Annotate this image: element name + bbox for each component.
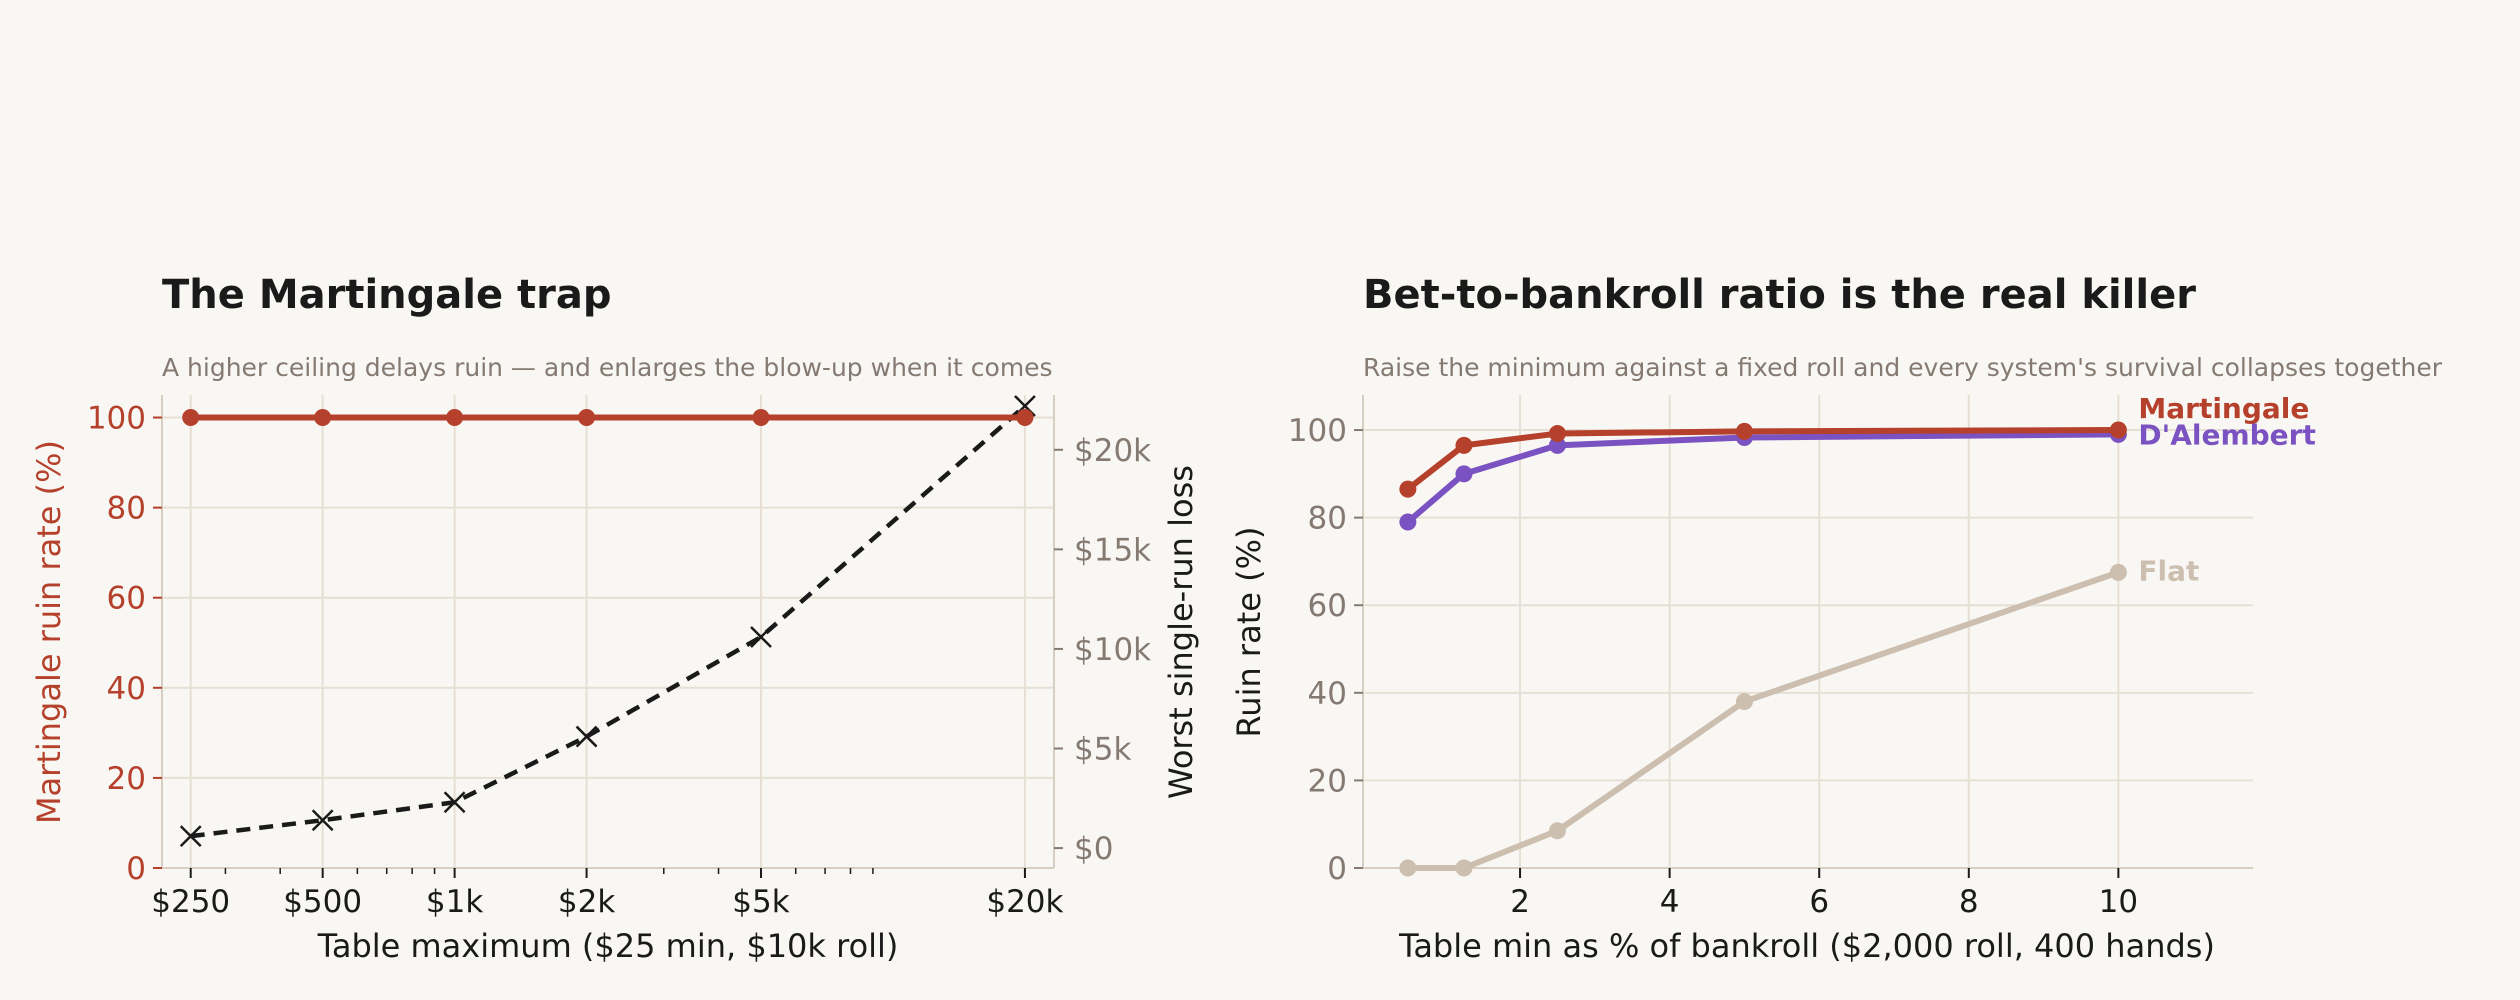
data-point-flat [2109,563,2127,581]
y-tick-label: 100 [87,401,146,437]
data-point-ruin-rate [578,409,596,427]
x-tick-label: 2 [1510,884,1530,920]
y-tick-label: 60 [1308,588,1347,624]
chart-title: The Martingale trap [162,272,612,318]
data-point-martingale [1548,425,1566,443]
x-tick-label: 8 [1959,884,1979,920]
y2-tick-label: $10k [1074,632,1151,668]
series-line-worst-loss [190,404,1027,839]
y2-tick-label: $0 [1074,831,1113,867]
data-point-flat [1548,822,1566,840]
x-axis-label: Table min as % of bankroll ($2,000 roll,… [1398,927,2215,965]
data-point-ruin-rate [446,409,464,427]
x-marker-stroke [750,626,772,648]
data-point-martingale [1455,436,1473,454]
x-marker-stroke [443,791,466,814]
chart-bet-to-bankroll: Bet-to-bankroll ratio is the real killer… [1230,272,2443,965]
chart-subtitle: A higher ceiling delays ruin — and enlar… [162,353,1053,382]
chart-subtitle: Raise the minimum against a fixed roll a… [1363,353,2443,382]
data-point-ruin-rate [752,409,770,427]
y2-tick-label: $5k [1074,732,1131,768]
data-point-ruin-rate [182,409,200,427]
x-tick-label: 10 [2099,884,2138,920]
x-marker-stroke [575,725,598,748]
x-axis-label: Table maximum ($25 min, $10k roll) [317,927,899,965]
x-tick-label: $500 [283,884,362,920]
chart-martingale-trap: The Martingale trap A higher ceiling del… [30,272,1200,965]
data-point-worst-loss [311,809,334,832]
y-tick-label: 40 [107,671,146,707]
series-label-dalembert: D'Alembert [2138,418,2315,451]
y-tick-label: 80 [1308,501,1347,537]
x-tick-label: 6 [1809,884,1829,920]
x-tick-label: 4 [1660,884,1680,920]
y-tick-label: 80 [107,491,146,527]
y-axis-label: Martingale ruin rate (%) [30,440,68,824]
y2-axis-label: Worst single-run loss [1162,465,1200,799]
data-point-worst-loss [575,725,598,748]
x-tick-label: $5k [732,884,789,920]
x-tick-label: $250 [151,884,230,920]
data-point-ruin-rate [1016,409,1034,427]
series-label-martingale: Martingale [2138,392,2309,425]
y2-tick-label: $15k [1074,532,1151,568]
x-tick-label: $20k [986,884,1063,920]
y-tick-label: 20 [1308,763,1347,799]
data-point-dalembert [1455,465,1473,483]
data-point-flat [1399,859,1417,877]
y-tick-label: 100 [1288,413,1347,449]
series-label-flat: Flat [2138,554,2199,587]
axes: 0 20 40 60 80 100 $0 $5k $10k $15k $20k $250 $500 $1k… [87,395,1151,920]
data-point-martingale [1735,422,1753,440]
series-layer [179,395,1036,848]
x-marker-stroke [311,809,334,832]
data-point-dalembert [1399,513,1417,531]
y-tick-label: 0 [126,851,146,887]
x-tick-label: $2k [558,884,615,920]
y-tick-label: 60 [107,581,146,617]
data-point-flat [1735,693,1753,711]
data-point-worst-loss [179,825,202,848]
y-axis-label: Ruin rate (%) [1230,527,1268,738]
axes: 0 20 40 60 80 100 2 4 6 8 10 [1288,395,2253,920]
data-point-ruin-rate [314,409,332,427]
x-marker-stroke [179,825,202,848]
data-point-dalembert [1548,436,1566,454]
y-tick-label: 40 [1308,676,1347,712]
series-layer [1399,421,2127,877]
data-point-martingale [2109,421,2127,439]
data-point-martingale [1399,480,1417,498]
data-point-worst-loss [750,626,772,648]
y2-tick-label: $20k [1074,433,1151,469]
y-tick-label: 20 [107,761,146,797]
data-point-worst-loss [443,791,466,814]
data-point-flat [1455,859,1473,877]
x-tick-label: $1k [426,884,483,920]
y-tick-label: 0 [1327,851,1347,887]
chart-title: Bet-to-bankroll ratio is the real killer [1363,272,2196,318]
